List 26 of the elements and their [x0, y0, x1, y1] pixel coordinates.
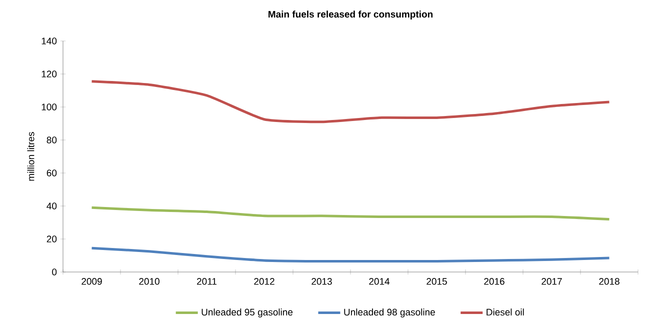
y-tick-label: 140 [42, 38, 57, 44]
x-tick-label: 2013 [312, 278, 332, 285]
y-tick-label: 80 [46, 136, 57, 144]
x-tick-label: 2016 [484, 278, 504, 285]
line-series [90, 246, 611, 263]
x-tick-label: 2011 [197, 278, 216, 285]
chart-title: Main fuels released for consumption [268, 10, 433, 20]
y-tick-label: 100 [42, 104, 57, 110]
legend-label: Diesel oil [486, 308, 524, 316]
line-series [90, 206, 611, 220]
y-axis-title: million litres [27, 132, 34, 181]
legend-label: Unleaded 98 gasoline [344, 308, 435, 318]
x-tick-label: 2017 [542, 278, 562, 285]
y-tick-label: 40 [46, 202, 57, 210]
line-series [90, 80, 611, 124]
y-tick-label: 120 [42, 70, 57, 78]
y-tick-label: 0 [52, 268, 57, 276]
x-tick-label: 2012 [254, 278, 274, 285]
y-tick-label: 20 [46, 236, 57, 242]
x-tick-label: 2010 [139, 278, 160, 285]
y-tick-label: 60 [46, 170, 57, 176]
x-tick-label: 2015 [426, 278, 447, 285]
x-tick-label: 2009 [82, 278, 102, 285]
x-tick-label: 2014 [369, 278, 390, 285]
legend-label: Unleaded 95 gasoline [202, 308, 293, 318]
x-tick-label: 2018 [599, 278, 620, 285]
